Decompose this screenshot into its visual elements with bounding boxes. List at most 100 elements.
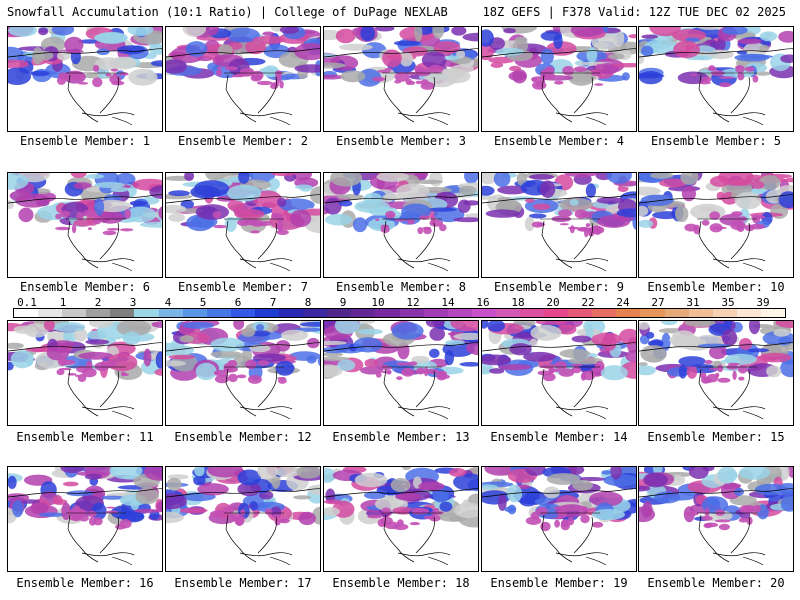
ensemble-member-map — [638, 26, 794, 132]
colorbar-label: 31 — [686, 296, 700, 309]
base-map-icon — [639, 27, 793, 131]
base-map-icon — [324, 467, 478, 571]
base-map-icon — [482, 173, 636, 277]
base-map-icon — [8, 467, 162, 571]
ensemble-member-label: Ensemble Member: 2 — [177, 134, 309, 148]
ensemble-member-label: Ensemble Member: 8 — [335, 280, 467, 294]
colorbar-swatch — [399, 309, 424, 317]
ensemble-member-label: Ensemble Member: 3 — [335, 134, 467, 148]
ensemble-member-map — [481, 466, 637, 572]
colorbar-swatch — [62, 309, 87, 317]
colorbar-swatch — [206, 309, 231, 317]
ensemble-member-map — [638, 466, 794, 572]
colorbar-swatch — [519, 309, 545, 317]
ensemble-member-map — [638, 172, 794, 278]
colorbar-swatch — [447, 309, 472, 317]
ensemble-member-map — [481, 26, 637, 132]
base-map-icon — [482, 27, 636, 131]
colorbar-swatch — [471, 309, 496, 317]
ensemble-member-map — [323, 466, 479, 572]
colorbar-label: 6 — [234, 296, 242, 309]
colorbar-swatch — [423, 309, 448, 317]
ensemble-member-map — [7, 26, 163, 132]
colorbar-swatch — [86, 309, 111, 317]
colorbar-swatch — [158, 309, 183, 317]
colorbar-label: 2 — [94, 296, 102, 309]
colorbar-swatch — [688, 309, 713, 317]
ensemble-member-map — [165, 320, 321, 426]
base-map-icon — [639, 467, 793, 571]
ensemble-member-label: Ensemble Member: 11 — [16, 430, 154, 444]
ensemble-member-map — [481, 320, 637, 426]
ensemble-member-label: Ensemble Member: 14 — [490, 430, 628, 444]
colorbar-label: 27 — [651, 296, 665, 309]
ensemble-member-label: Ensemble Member: 9 — [493, 280, 625, 294]
colorbar — [13, 308, 786, 318]
colorbar-swatch — [712, 309, 737, 317]
ensemble-member-map — [323, 172, 479, 278]
ensemble-member-label: Ensemble Member: 17 — [174, 576, 312, 590]
base-map-icon — [639, 321, 793, 425]
chart-title: Snowfall Accumulation (10:1 Ratio) | Col… — [7, 5, 448, 19]
base-map-icon — [639, 173, 793, 277]
colorbar-swatch — [568, 309, 593, 317]
colorbar-swatch — [495, 309, 520, 317]
ensemble-member-map — [323, 320, 479, 426]
colorbar-label: 16 — [476, 296, 490, 309]
colorbar-swatch — [760, 309, 785, 317]
colorbar-label: 8 — [304, 296, 312, 309]
colorbar-swatch — [303, 309, 328, 317]
base-map-icon — [482, 467, 636, 571]
colorbar-label: 39 — [756, 296, 770, 309]
colorbar-label: 7 — [269, 296, 277, 309]
colorbar-swatch — [14, 309, 39, 317]
run-valid-time: 18Z GEFS | F378 Valid: 12Z TUE DEC 02 20… — [482, 5, 786, 19]
base-map-icon — [166, 173, 320, 277]
colorbar-swatch — [616, 309, 641, 317]
ensemble-member-map — [481, 172, 637, 278]
ensemble-member-label: Ensemble Member: 19 — [490, 576, 628, 590]
colorbar-label: 20 — [546, 296, 560, 309]
colorbar-swatch — [351, 309, 376, 317]
colorbar-label: 0.1 — [17, 296, 37, 309]
ensemble-member-label: Ensemble Member: 15 — [647, 430, 785, 444]
colorbar-label: 12 — [406, 296, 420, 309]
colorbar-swatch — [640, 309, 665, 317]
colorbar-labels: 0.1 1 2 3 4 5 6 7 8 9 10 12 14 16 18 20 22 24 27 31 35 39 — [13, 296, 786, 309]
colorbar-swatch — [664, 309, 689, 317]
ensemble-member-label: Ensemble Member: 5 — [650, 134, 782, 148]
colorbar-label: 3 — [129, 296, 137, 309]
colorbar-swatch — [254, 309, 280, 317]
base-map-icon — [166, 467, 320, 571]
ensemble-member-map — [165, 26, 321, 132]
ensemble-member-map — [7, 320, 163, 426]
ensemble-member-map — [7, 172, 163, 278]
colorbar-label: 1 — [59, 296, 67, 309]
colorbar-label: 9 — [339, 296, 347, 309]
ensemble-member-label: Ensemble Member: 4 — [493, 134, 625, 148]
colorbar-swatch — [38, 309, 63, 317]
base-map-icon — [324, 173, 478, 277]
colorbar-swatch — [182, 309, 207, 317]
colorbar-label: 22 — [581, 296, 595, 309]
ensemble-member-label: Ensemble Member: 16 — [16, 576, 154, 590]
base-map-icon — [324, 321, 478, 425]
base-map-icon — [8, 173, 162, 277]
colorbar-swatch — [230, 309, 255, 317]
colorbar-swatch — [279, 309, 304, 317]
ensemble-member-map — [323, 26, 479, 132]
ensemble-member-label: Ensemble Member: 18 — [332, 576, 470, 590]
ensemble-member-label: Ensemble Member: 7 — [177, 280, 309, 294]
colorbar-label: 24 — [616, 296, 630, 309]
colorbar-label: 14 — [441, 296, 455, 309]
colorbar-label: 4 — [164, 296, 172, 309]
ensemble-member-label: Ensemble Member: 13 — [332, 430, 470, 444]
base-map-icon — [166, 321, 320, 425]
colorbar-swatch — [375, 309, 400, 317]
ensemble-member-map — [165, 466, 321, 572]
ensemble-member-map — [165, 172, 321, 278]
ensemble-member-label: Ensemble Member: 12 — [174, 430, 312, 444]
ensemble-member-label: Ensemble Member: 1 — [19, 134, 151, 148]
colorbar-label: 5 — [199, 296, 207, 309]
ensemble-member-map — [7, 466, 163, 572]
